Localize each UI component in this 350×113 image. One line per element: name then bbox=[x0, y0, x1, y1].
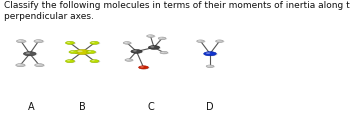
Circle shape bbox=[23, 52, 36, 56]
Circle shape bbox=[139, 66, 148, 69]
Circle shape bbox=[126, 60, 129, 61]
Circle shape bbox=[125, 59, 133, 62]
Circle shape bbox=[131, 50, 142, 54]
Circle shape bbox=[36, 65, 40, 66]
Circle shape bbox=[24, 52, 37, 57]
Circle shape bbox=[92, 61, 95, 62]
Text: Classify the following molecules in terms of their moments of inertia along the : Classify the following molecules in term… bbox=[4, 1, 350, 21]
Circle shape bbox=[216, 41, 225, 44]
Circle shape bbox=[150, 47, 154, 48]
Circle shape bbox=[204, 52, 218, 57]
Circle shape bbox=[139, 66, 150, 70]
Circle shape bbox=[77, 51, 83, 53]
Circle shape bbox=[86, 51, 96, 54]
Circle shape bbox=[207, 66, 215, 68]
Circle shape bbox=[147, 35, 154, 38]
Circle shape bbox=[18, 65, 21, 66]
Circle shape bbox=[18, 41, 21, 42]
Circle shape bbox=[88, 52, 91, 53]
Circle shape bbox=[140, 67, 144, 68]
Circle shape bbox=[158, 38, 166, 40]
Circle shape bbox=[161, 52, 164, 53]
Circle shape bbox=[125, 43, 127, 44]
Circle shape bbox=[148, 36, 151, 37]
Circle shape bbox=[147, 36, 156, 38]
Circle shape bbox=[35, 41, 44, 44]
Circle shape bbox=[87, 51, 97, 54]
Circle shape bbox=[198, 41, 201, 42]
Circle shape bbox=[91, 42, 100, 45]
Circle shape bbox=[197, 41, 204, 43]
Circle shape bbox=[90, 60, 99, 63]
Circle shape bbox=[208, 66, 210, 67]
Text: B: B bbox=[79, 101, 86, 111]
Circle shape bbox=[160, 38, 162, 39]
Circle shape bbox=[26, 53, 30, 54]
Circle shape bbox=[217, 41, 220, 42]
Circle shape bbox=[66, 60, 76, 64]
Circle shape bbox=[123, 42, 131, 45]
Circle shape bbox=[206, 53, 210, 54]
Circle shape bbox=[92, 43, 95, 44]
Circle shape bbox=[35, 64, 44, 67]
Circle shape bbox=[197, 41, 206, 44]
Circle shape bbox=[16, 64, 26, 67]
Circle shape bbox=[206, 65, 214, 68]
Circle shape bbox=[67, 43, 70, 44]
Circle shape bbox=[34, 40, 43, 43]
Circle shape bbox=[148, 46, 160, 50]
Circle shape bbox=[75, 50, 91, 55]
Text: D: D bbox=[206, 101, 214, 111]
Circle shape bbox=[204, 52, 216, 56]
Circle shape bbox=[36, 41, 39, 42]
Circle shape bbox=[91, 60, 100, 64]
Circle shape bbox=[216, 41, 223, 43]
Circle shape bbox=[132, 50, 144, 54]
Circle shape bbox=[16, 64, 25, 67]
Circle shape bbox=[69, 51, 78, 54]
Circle shape bbox=[17, 41, 27, 44]
Circle shape bbox=[65, 60, 75, 63]
Circle shape bbox=[75, 50, 90, 55]
Circle shape bbox=[70, 51, 79, 54]
Circle shape bbox=[67, 61, 70, 62]
Circle shape bbox=[90, 42, 99, 45]
Circle shape bbox=[35, 64, 45, 67]
Circle shape bbox=[126, 59, 134, 62]
Circle shape bbox=[133, 51, 137, 52]
Circle shape bbox=[160, 52, 168, 54]
Text: A: A bbox=[28, 101, 35, 111]
Circle shape bbox=[124, 42, 132, 45]
Circle shape bbox=[16, 40, 26, 43]
Circle shape bbox=[65, 42, 75, 45]
Circle shape bbox=[161, 52, 169, 55]
Circle shape bbox=[66, 42, 76, 45]
Circle shape bbox=[159, 38, 167, 41]
Text: C: C bbox=[147, 101, 154, 111]
Circle shape bbox=[71, 52, 74, 53]
Circle shape bbox=[149, 46, 161, 50]
